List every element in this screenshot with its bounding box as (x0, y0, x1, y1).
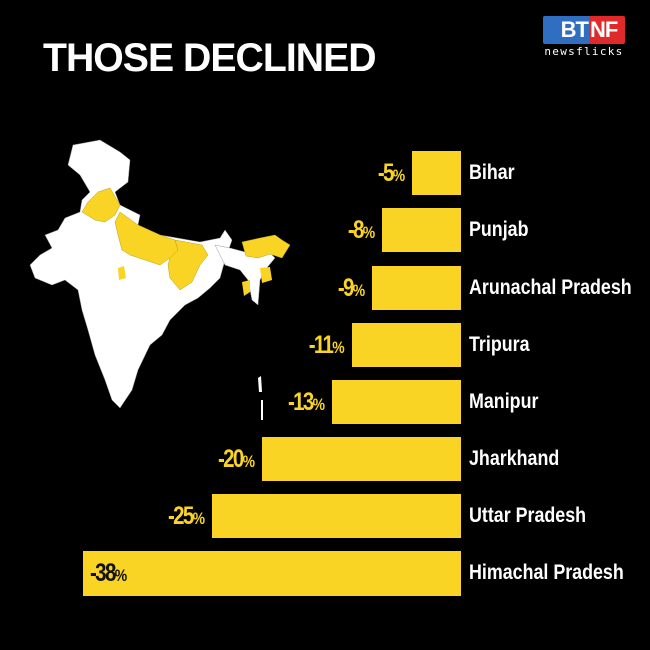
state-label: Uttar Pradesh (469, 504, 587, 527)
value-label: -38% (90, 559, 127, 587)
value-label: -8% (347, 216, 374, 244)
bar (352, 323, 461, 367)
bar (262, 437, 461, 481)
bt-newsflicks-logo: BT NF newsflicks (543, 16, 625, 58)
bar (332, 380, 461, 424)
state-label: Arunachal Pradesh (469, 276, 632, 299)
bar (412, 151, 461, 195)
value-label: -11% (308, 331, 345, 359)
state-label: Jharkhand (469, 447, 560, 470)
state-label: Tripura (469, 333, 530, 356)
state-label: Bihar (469, 161, 515, 184)
value-label: -25% (167, 502, 205, 530)
state-label: Himachal Pradesh (469, 561, 624, 584)
chart-title: THOSE DECLINED (43, 36, 377, 80)
value-label: -20% (217, 445, 255, 473)
logo-nf-text: NF (589, 16, 625, 44)
bar (372, 266, 461, 310)
india-map-icon (29, 139, 291, 420)
value-label: -13% (287, 388, 325, 416)
value-label: -9% (337, 274, 364, 302)
bar (382, 208, 461, 252)
logo-bt-text: BT (543, 16, 589, 44)
value-label: -5% (377, 159, 404, 187)
logo-subtitle: newsflicks (544, 45, 624, 58)
bar (83, 551, 461, 596)
bar (212, 494, 461, 538)
state-label: Manipur (469, 390, 539, 413)
state-label: Punjab (469, 218, 529, 241)
